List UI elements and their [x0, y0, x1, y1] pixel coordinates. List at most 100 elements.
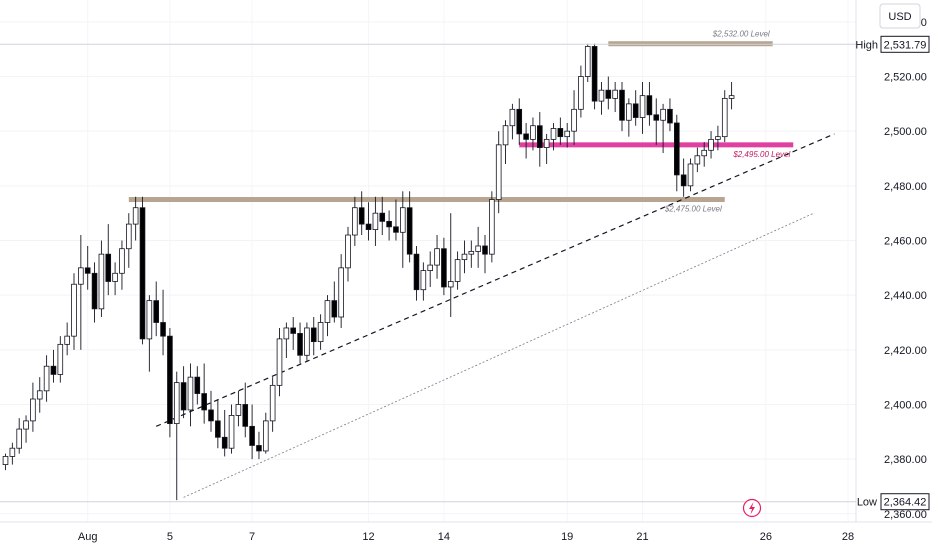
- price-tick-label: 2,500.00: [884, 126, 927, 138]
- level-2532-label: $2,532.00 Level: [712, 30, 770, 39]
- low-marker: Low 2,364.42: [0, 493, 930, 511]
- time-tick-label: 21: [636, 531, 648, 543]
- time-tick-label: 12: [362, 531, 374, 543]
- candle: [23, 415, 29, 443]
- candle: [502, 120, 509, 164]
- price-tick-label: 2,360.00: [884, 509, 927, 521]
- time-tick-label: Aug: [78, 531, 98, 543]
- candle: [571, 90, 577, 145]
- candle: [591, 43, 598, 110]
- candle: [105, 224, 112, 296]
- candle: [441, 237, 447, 296]
- candle: [173, 371, 180, 501]
- candle: [338, 254, 344, 328]
- candle: [71, 273, 77, 350]
- candle: [667, 98, 673, 132]
- candle: [9, 442, 16, 465]
- candle: [550, 122, 557, 151]
- candle: [646, 81, 653, 126]
- price-tick-label: 2,380.00: [884, 454, 927, 466]
- candle: [331, 281, 338, 323]
- price-tick-label: 2,520.00: [884, 72, 927, 84]
- candle: [352, 196, 358, 246]
- candle: [495, 131, 502, 214]
- currency-box[interactable]: [879, 3, 921, 29]
- lightning-icon[interactable]: [742, 498, 762, 518]
- candle: [660, 103, 666, 154]
- candle: [406, 191, 413, 263]
- price-tick-label: 2,420.00: [884, 345, 927, 357]
- candle: [468, 240, 475, 268]
- level-2475-line[interactable]: [128, 197, 725, 203]
- candle: [228, 404, 235, 454]
- candle: [167, 327, 173, 438]
- candle: [619, 81, 625, 132]
- time-tick-label: 19: [561, 531, 573, 543]
- candle: [461, 240, 468, 274]
- candle: [317, 314, 324, 350]
- candle: [57, 336, 64, 383]
- time-tick-label: 7: [249, 531, 255, 543]
- candle: [91, 262, 98, 323]
- trendline-upper[interactable]: [155, 133, 835, 427]
- candle: [50, 349, 57, 383]
- candle: [132, 196, 139, 241]
- candle: [98, 240, 105, 318]
- candle: [564, 122, 570, 148]
- candle: [420, 262, 427, 301]
- candle: [283, 322, 290, 359]
- candle: [632, 90, 639, 126]
- candle: [269, 377, 276, 432]
- candle: [372, 196, 379, 246]
- candle: [201, 363, 207, 424]
- candle: [36, 377, 43, 413]
- high-label: High: [855, 39, 878, 51]
- candle: [578, 65, 584, 118]
- candle: [537, 112, 543, 167]
- candle: [2, 453, 9, 471]
- time-tick-label: 14: [438, 531, 450, 543]
- time-axis-bg: [0, 522, 932, 550]
- candle: [215, 399, 221, 449]
- candle: [680, 158, 687, 197]
- price-tick-label: 2,460.00: [884, 236, 927, 248]
- candle: [728, 81, 735, 110]
- candle: [516, 98, 523, 145]
- candle: [358, 191, 365, 236]
- candle: [598, 81, 605, 115]
- candle: [16, 418, 22, 454]
- candle: [290, 317, 296, 350]
- candle: [694, 147, 701, 173]
- candle: [393, 199, 399, 241]
- candle: [249, 404, 255, 460]
- candle: [584, 43, 591, 82]
- candle: [208, 390, 214, 432]
- high-value: 2,531.79: [884, 39, 927, 51]
- candle: [78, 235, 84, 350]
- level-2532-line[interactable]: [608, 41, 773, 47]
- high-marker: High 2,531.79: [0, 35, 930, 53]
- time-axis[interactable]: Aug 5 7 12 14 19 21 26 28: [78, 531, 854, 543]
- trendline-lower[interactable]: [183, 212, 814, 498]
- candle: [434, 235, 440, 279]
- currency-label: USD: [888, 11, 911, 23]
- candle: [262, 412, 269, 454]
- time-tick-label: 28: [842, 531, 854, 543]
- price-tick-label: 2,440.00: [884, 290, 927, 302]
- candle: [242, 382, 249, 438]
- candle: [489, 191, 495, 263]
- candle: [379, 196, 386, 236]
- candle: [715, 125, 721, 151]
- candle: [30, 382, 36, 432]
- candles: [2, 43, 735, 501]
- candle: [324, 295, 331, 337]
- time-tick-label: 26: [760, 531, 772, 543]
- candle: [365, 202, 372, 241]
- candle: [139, 196, 146, 345]
- low-value: 2,364.42: [884, 497, 927, 509]
- trendlines: [155, 133, 835, 498]
- candle: [708, 131, 714, 159]
- candle: [605, 76, 612, 110]
- candle: [674, 114, 680, 192]
